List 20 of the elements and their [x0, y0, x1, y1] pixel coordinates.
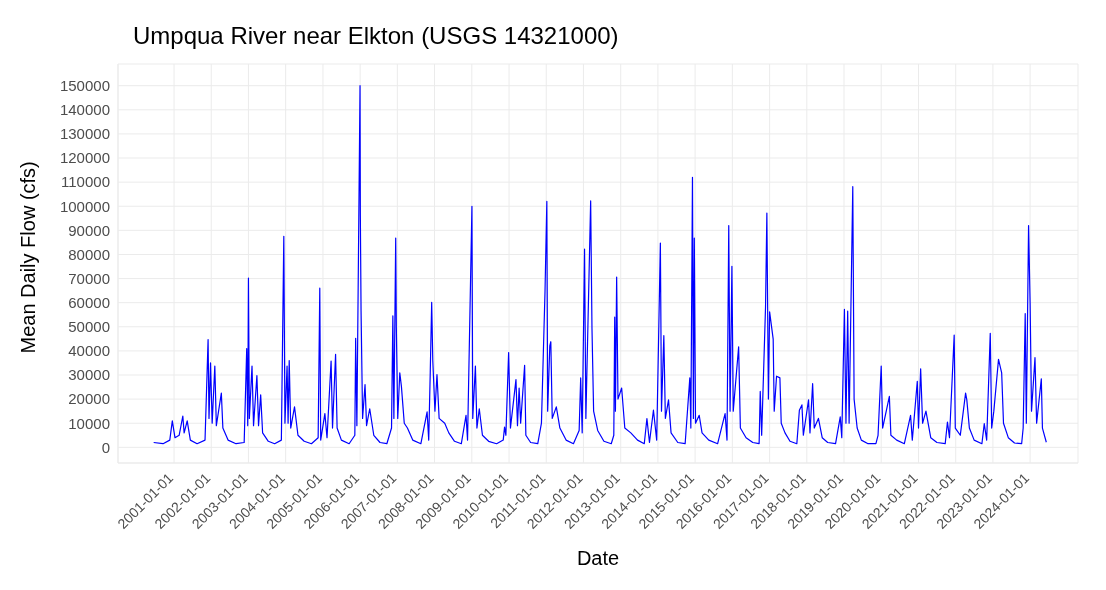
- line-series: [153, 85, 1047, 445]
- y-tick-label: 150000: [59, 77, 110, 95]
- y-tick-label: 40000: [68, 342, 110, 360]
- y-tick-label: 0: [101, 438, 110, 456]
- y-tick-label: 30000: [68, 366, 110, 384]
- y-tick-label: 120000: [59, 149, 110, 167]
- y-tick-label: 80000: [68, 245, 110, 263]
- x-axis-title: Date: [576, 547, 620, 569]
- y-tick-label: 110000: [61, 173, 110, 191]
- y-tick-label: 140000: [59, 101, 110, 119]
- y-tick-label: 100000: [59, 197, 110, 215]
- chart-title: Umpqua River near Elkton (USGS 14321000): [132, 21, 620, 51]
- y-tick-label: 20000: [68, 390, 110, 408]
- y-tick-label: 70000: [68, 269, 110, 287]
- y-tick-label: 50000: [68, 318, 110, 336]
- y-tick-label: 60000: [68, 294, 110, 311]
- y-tick-label: 130000: [59, 125, 110, 143]
- y-axis-title: Mean Daily Flow (cfs): [17, 161, 40, 354]
- y-tick-label: 10000: [68, 414, 110, 432]
- y-tick-label: 90000: [68, 221, 110, 239]
